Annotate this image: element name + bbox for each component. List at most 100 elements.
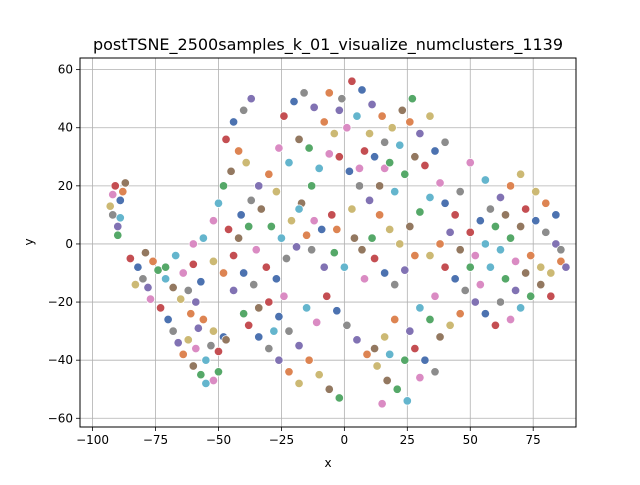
scatter-point [188,361,198,371]
scatter-point [536,280,546,290]
scatter-point [168,326,178,336]
scatter-point [191,344,201,354]
scatter-point [312,317,322,327]
scatter-point [405,326,415,336]
scatter-point [480,175,490,185]
scatter-point [410,344,420,354]
scatter-point [309,216,319,226]
scatter-point [332,306,342,316]
scatter-point [319,262,329,272]
scatter-point [304,355,314,365]
scatter-point [370,152,380,162]
y-tick-label: −40 [48,353,73,367]
scatter-point [455,187,465,197]
scatter-point [115,213,125,223]
scatter-point [118,187,128,197]
scatter-point [435,332,445,342]
scatter-point [161,274,171,284]
scatter-point [354,163,365,173]
scatter-point [246,94,256,104]
scatter-point [244,221,254,232]
scatter-point [495,192,506,203]
scatter-point [324,149,334,159]
scatter-point [415,303,425,313]
scatter-point [332,224,342,234]
scatter-point [526,291,536,301]
scatter-point [317,224,327,234]
scatter-point [284,326,294,336]
scatter-point [380,163,390,173]
scatter-point [241,158,251,168]
scatter-point [410,251,420,261]
scatter-point [465,262,475,272]
scatter-point [465,158,475,168]
scatter-point [229,285,239,295]
scatter-point [105,201,115,211]
scatter-point [229,251,239,261]
scatter-point [380,268,390,278]
scatter-point [344,166,354,176]
x-tick-label: −50 [206,433,231,447]
scatter-point [397,105,407,115]
x-tick-label: 50 [463,433,478,447]
scatter-point [171,251,181,261]
scatter-point [329,248,339,258]
scatter-point [410,152,420,162]
scatter-point [385,224,395,234]
plot-frame [79,57,577,428]
scatter-point [208,216,218,226]
scatter-point [407,94,417,104]
scatter-point [490,221,500,232]
scatter-point [291,242,302,252]
scatter-point [120,178,130,188]
scatter-point [334,105,344,115]
scatter-point [546,268,556,278]
scatter-point [186,309,196,319]
scatter-point [302,230,312,240]
scatter-point [133,262,143,272]
scatter-point [526,251,536,261]
scatter-point [269,326,279,336]
scatter-point [541,227,551,237]
scatter-point [561,262,571,272]
scatter-point [148,256,158,266]
scatter-point [284,158,294,168]
scatter-point [337,94,347,104]
scatter-point [531,187,541,197]
scatter-point [327,210,337,220]
scatter-point [208,326,218,336]
scatter-point [201,378,211,388]
scatter-point [208,256,218,266]
scatter-point [377,111,387,121]
scatter-point [339,262,349,272]
scatter-point [495,297,506,307]
scatter-point [274,312,284,322]
scatter-point [234,146,244,156]
scatter-point [551,210,561,220]
scatter-point [470,251,480,261]
scatter-point [352,111,362,121]
scatter-point [239,268,249,278]
scatter-point [294,204,304,214]
scatter-point [176,294,186,304]
scatter-point [516,303,526,313]
scatter-point [425,251,435,261]
scatter-point [198,314,208,325]
scatter-point [387,123,397,133]
scatter-point [455,309,465,319]
scatter-point [329,128,339,139]
scatter-point [304,143,314,153]
scatter-point [244,320,254,330]
scatter-point [188,259,198,269]
scatter-point [163,314,173,325]
scatter-point [246,195,256,205]
scatter-point [218,268,229,278]
scatter-point [229,117,239,127]
scatter-point [286,216,297,226]
scatter-point [402,396,412,406]
scatter-point [415,128,425,139]
scatter-point [178,349,188,359]
scatter-point [500,210,511,220]
